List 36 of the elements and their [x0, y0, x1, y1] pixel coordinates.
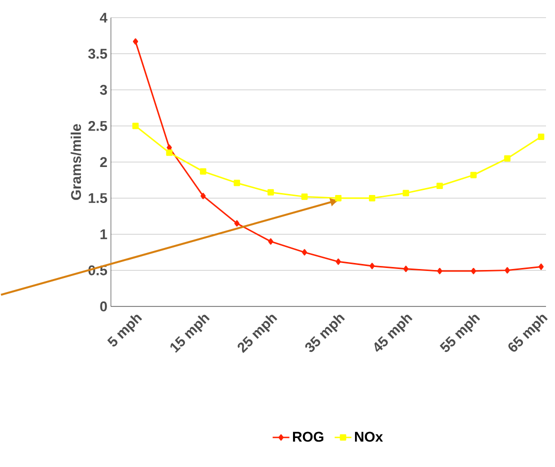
point — [268, 238, 274, 245]
point — [302, 249, 308, 256]
y-tick-label: 2.5 — [88, 121, 108, 132]
y-tick-label: 4 — [100, 13, 108, 23]
point — [234, 220, 240, 227]
point — [335, 195, 342, 202]
point — [538, 134, 544, 140]
legend-label: ROG — [293, 432, 324, 442]
point — [504, 267, 510, 274]
point — [403, 266, 408, 272]
y-tick-label: 3.5 — [88, 49, 108, 60]
y-tick-label: 2 — [100, 157, 107, 168]
point — [504, 156, 510, 162]
point — [402, 190, 410, 197]
point — [200, 193, 206, 200]
point — [336, 258, 341, 266]
point — [436, 182, 443, 190]
point — [234, 180, 240, 186]
point — [368, 195, 376, 202]
point — [268, 189, 274, 196]
point — [370, 263, 375, 270]
point — [470, 172, 477, 178]
y-tick-label: 1 — [100, 230, 108, 240]
legend-label: NOx — [355, 432, 383, 442]
point — [437, 268, 442, 274]
y-tick-label: 0 — [100, 302, 107, 312]
point — [132, 38, 138, 45]
point — [470, 268, 476, 274]
point — [538, 264, 544, 270]
y-axis-title: Grams/mile — [70, 124, 82, 200]
point — [200, 168, 206, 175]
point — [301, 194, 308, 200]
point — [166, 150, 172, 156]
y-tick-label: 3 — [100, 85, 107, 96]
point — [132, 123, 139, 130]
y-tick-label: 1.5 — [88, 193, 108, 204]
